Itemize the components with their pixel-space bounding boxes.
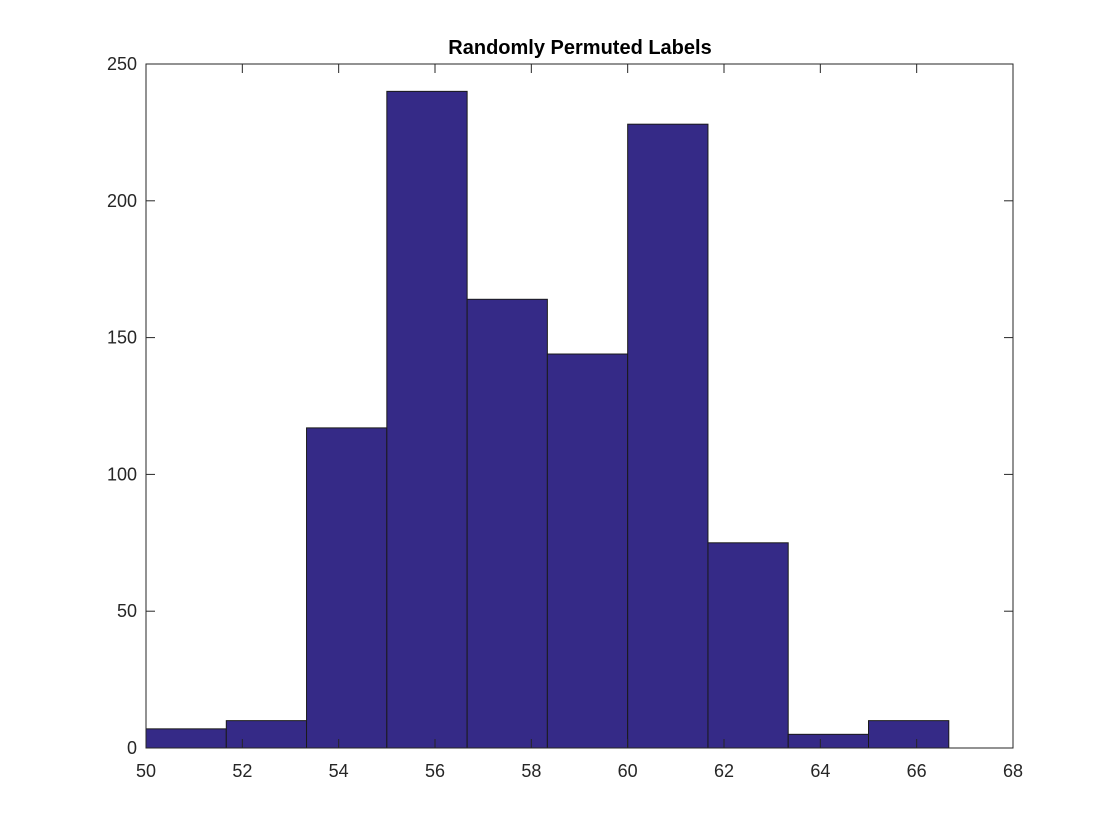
- histogram-bar: [306, 427, 388, 749]
- x-tick-label: 68: [1003, 761, 1023, 781]
- ticks-group: 50 52 54 56 58 60 62 64 66 68 0 50 100 150 200 250: [107, 54, 1023, 781]
- x-tick-label: 54: [329, 761, 349, 781]
- histogram-bar: [868, 720, 950, 749]
- histogram-bar: [787, 733, 870, 749]
- x-tick-label: 56: [425, 761, 445, 781]
- y-tick-label: 100: [107, 464, 137, 484]
- histogram-bar: [145, 728, 227, 749]
- histogram-bar: [627, 123, 709, 749]
- axes-frame: [145, 63, 1014, 749]
- histogram-bar: [386, 90, 468, 749]
- histogram-bar: [466, 298, 548, 749]
- y-tick-label: 200: [107, 191, 137, 211]
- y-tick-label: 0: [127, 738, 137, 758]
- bars-group: [145, 90, 950, 749]
- x-tick-label: 58: [521, 761, 541, 781]
- x-tick-label: 66: [907, 761, 927, 781]
- y-tick-label: 150: [107, 328, 137, 348]
- x-tick-label: 64: [810, 761, 830, 781]
- y-tick-label: 50: [117, 601, 137, 621]
- histogram-bar: [225, 720, 308, 749]
- x-tick-label: 52: [232, 761, 252, 781]
- x-tick-label: 60: [618, 761, 638, 781]
- x-tick-label: 50: [136, 761, 156, 781]
- chart-title: Randomly Permuted Labels: [448, 37, 711, 59]
- histogram-bar: [707, 542, 789, 749]
- y-tick-label: 250: [107, 54, 137, 74]
- x-tick-label: 62: [714, 761, 734, 781]
- histogram-bar: [546, 353, 629, 749]
